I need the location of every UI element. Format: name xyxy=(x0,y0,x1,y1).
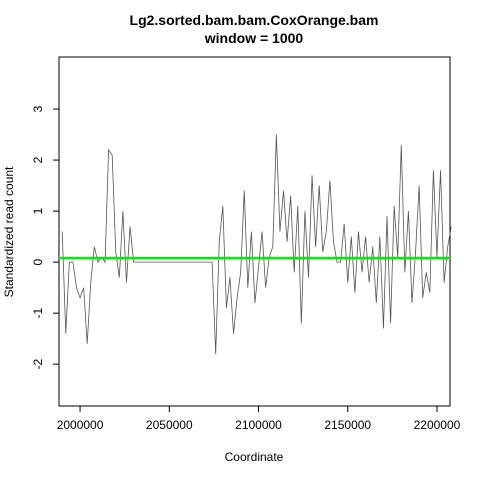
y-tick-label: 1 xyxy=(31,207,45,214)
y-tick-label: -1 xyxy=(31,307,45,318)
y-axis-label: Standardized read count xyxy=(2,166,16,297)
x-tick-label: 2000000 xyxy=(57,418,104,432)
chart-title: Lg2.sorted.bam.bam.CoxOrange.bam xyxy=(130,12,379,28)
plot-frame xyxy=(58,56,451,407)
x-tick-label: 2150000 xyxy=(324,418,371,432)
x-tick-label: 2200000 xyxy=(414,418,461,432)
y-tick-label: 3 xyxy=(31,105,45,112)
chart-subtitle: window = 1000 xyxy=(204,30,304,46)
x-tick-label: 2050000 xyxy=(146,418,193,432)
y-tick-label: 0 xyxy=(31,258,45,265)
y-tick-label: 2 xyxy=(31,156,45,163)
y-tick-label: -2 xyxy=(31,359,45,370)
x-tick-label: 2100000 xyxy=(235,418,282,432)
x-axis-label: Coordinate xyxy=(225,450,284,464)
data-line xyxy=(61,134,452,354)
